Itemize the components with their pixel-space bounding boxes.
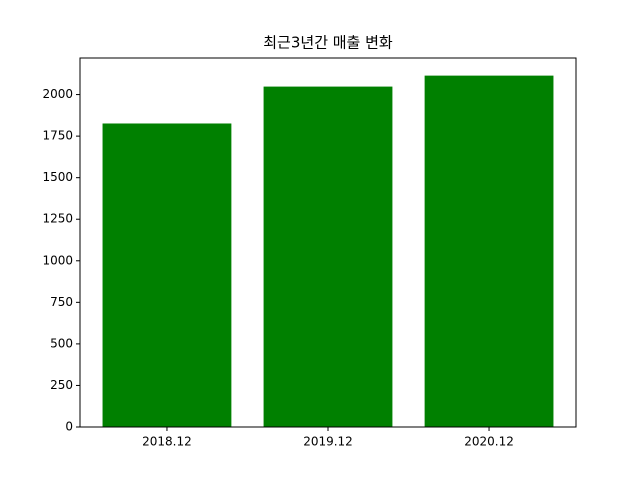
x-tick-label: 2018.12: [142, 435, 192, 449]
y-tick-label: 1750: [42, 129, 73, 143]
y-tick-label: 0: [65, 420, 73, 434]
y-tick-label: 1000: [42, 253, 73, 267]
bar: [263, 86, 393, 428]
bar: [424, 75, 554, 427]
y-tick-label: 1500: [42, 170, 73, 184]
bar: [102, 123, 232, 427]
chart-title: 최근3년간 매출 변화: [263, 34, 393, 52]
x-tick-label: 2019.12: [303, 435, 353, 449]
y-tick-label: 250: [50, 378, 73, 392]
y-tick-label: 2000: [42, 87, 73, 101]
y-tick-label: 500: [50, 336, 73, 350]
x-tick-label: 2020.12: [464, 435, 514, 449]
y-tick-label: 1250: [42, 212, 73, 226]
plot-frame: [79, 57, 577, 428]
y-tick-label: 750: [50, 295, 73, 309]
